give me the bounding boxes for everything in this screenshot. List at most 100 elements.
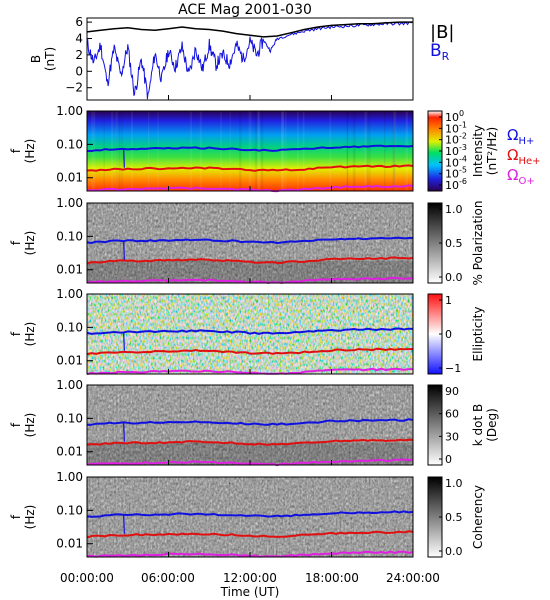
spectrogram-streak <box>199 111 202 191</box>
spectrogram-streak <box>103 111 105 191</box>
gyro-line-h-plus <box>86 327 414 335</box>
y-tick-label: 6 <box>75 15 83 29</box>
magnetic-field-panel: 6 4 2 0 −2 B (nT) <box>29 15 414 101</box>
x-tick-label: 24:00:00 <box>386 571 440 585</box>
gyro-line-h-plus <box>86 418 414 426</box>
y-tick-label: 1.00 <box>56 470 83 484</box>
gyro-line-he-plus <box>86 347 414 356</box>
spectrogram-streak <box>352 111 356 191</box>
spectrogram-streak <box>118 111 121 191</box>
y-axis-unit: (nT) <box>43 47 57 71</box>
spectrogram-streak <box>285 111 287 191</box>
legend-b-mag: |B| <box>430 22 454 43</box>
y-tick-label: 0.10 <box>56 411 83 425</box>
x-tick-label: 18:00:00 <box>305 571 359 585</box>
y-tick-label: 1.00 <box>56 287 83 301</box>
gyro-line-h-plus <box>86 236 414 245</box>
y-tick-label: 0.10 <box>56 320 83 334</box>
series-b-mag-line <box>86 21 413 38</box>
y-tick-label: 0.10 <box>56 137 83 151</box>
spectrogram-streak <box>157 111 159 191</box>
spectrogram-streak <box>346 111 348 191</box>
colorbar-tick-label: 30 <box>445 430 459 443</box>
colorbar-label: Intensity <box>471 125 485 177</box>
spectrogram-streak <box>394 111 397 191</box>
spectrogram-streak <box>406 111 408 191</box>
y-tick-label: 1.00 <box>56 104 83 118</box>
spectrogram-streak <box>130 111 133 191</box>
spectrogram-streak <box>281 111 285 191</box>
colorbar-label: Coherency <box>471 485 485 549</box>
coherency-panel: 1.00 0.10 0.01 f (Hz) 1.0 0.5 0.0 Coherency <box>9 470 485 558</box>
y-tick-label: 0.01 <box>56 354 83 368</box>
y-tick-label: 0 <box>75 64 83 78</box>
y-axis-title: f <box>9 331 23 336</box>
y-axis-unit: (Hz) <box>23 505 37 530</box>
colorbar-tick-label: 1.0 <box>445 477 463 490</box>
y-axis-title: f <box>9 422 23 427</box>
colorbar-tick-label: 0 <box>445 328 452 341</box>
colorbar-tick-label: 0.0 <box>445 545 463 558</box>
colorbar-tick-label: 90 <box>445 385 459 398</box>
colorbar-tick-label: 10-1 <box>445 120 467 135</box>
colorbar-tick-label: 0.5 <box>445 237 463 250</box>
gyro-legend: ΩH+ ΩHe+ ΩO+ <box>507 126 541 187</box>
gyro-line-h-plus <box>86 144 414 153</box>
colorbar <box>427 384 443 466</box>
spectrogram-texture <box>87 477 413 557</box>
gyro-line-he-plus <box>86 438 414 446</box>
spectrogram-streak <box>393 111 396 191</box>
polarization-panel: 1.00 0.10 0.01 f (Hz) 1.0 0.5 0.0 % Polarization <box>9 196 485 285</box>
y-tick-label: 0.01 <box>56 537 83 551</box>
colorbar-label: % Polarization <box>471 201 485 286</box>
gyro-spike <box>123 149 125 168</box>
colorbar-unit: (Deg) <box>485 408 499 442</box>
gyro-line-h-plus <box>86 510 414 518</box>
ellipticity-panel: 1.00 0.10 0.01 f (Hz) 1 0 −1 Ellipticity <box>9 287 485 376</box>
colorbar-unit: (nT²/Hz) <box>485 127 499 175</box>
y-tick-label: 1.00 <box>56 378 83 392</box>
y-tick-label: 1.00 <box>56 196 83 210</box>
intensity-panel: 1.00 0.10 0.01 f (Hz) 10010-110-210-310-410-5… <box>9 104 499 193</box>
y-axis-unit: (Hz) <box>23 322 37 347</box>
gyro-spike <box>123 332 125 351</box>
colorbar-tick-label: 60 <box>445 408 459 421</box>
colorbar-tick-label: 10-5 <box>445 166 467 181</box>
y-tick-label: 0.01 <box>56 445 83 459</box>
spectrogram-texture <box>87 203 413 283</box>
gyro-line-he-plus <box>86 530 414 539</box>
spectrogram-streak <box>364 111 368 191</box>
spectrogram-streak <box>405 111 408 191</box>
chart-title: ACE Mag 2001-030 <box>178 2 312 18</box>
colorbar-tick-label: 10-3 <box>445 143 467 158</box>
spectrogram-streak <box>115 111 118 191</box>
spectrogram-streak <box>148 111 150 191</box>
colorbar-label: k dot B <box>471 404 485 446</box>
gyro-spike <box>123 423 125 442</box>
y-axis-unit: (Hz) <box>23 413 37 438</box>
colorbar-tick-label: 0.5 <box>445 511 463 524</box>
spectrogram-panels: 1.000.100.01f (Hz)10010-110-210-310-410-5… <box>9 95 499 558</box>
y-axis-unit: (Hz) <box>23 231 37 256</box>
spectrogram-streak <box>297 111 299 191</box>
legend-omega-o: ΩO+ <box>507 166 535 187</box>
x-tick-label: 12:00:00 <box>223 571 277 585</box>
legend-omega-h: ΩH+ <box>507 126 534 147</box>
y-tick-label: 0.01 <box>56 171 83 185</box>
colorbar-tick-label: 10-2 <box>445 132 467 147</box>
spectrogram-streak <box>239 111 242 191</box>
colorbar-tick-label: 10-4 <box>445 154 467 169</box>
colorbar-tick-label: 10-6 <box>445 177 467 192</box>
spectrogram-band <box>87 442 413 465</box>
spectrogram-streak <box>393 111 395 191</box>
y-tick-label: 4 <box>75 32 83 46</box>
colorbar-tick-label: 0.0 <box>445 271 463 284</box>
spectrogram-streak <box>281 111 284 191</box>
spectrogram-band <box>87 260 413 283</box>
y-tick-label: 0.01 <box>56 263 83 277</box>
y-axis-title: B <box>29 55 43 63</box>
y-tick-label: −2 <box>65 81 83 95</box>
x-axis-title: Time (UT) <box>220 585 280 599</box>
x-tick-label: 06:00:00 <box>141 571 195 585</box>
